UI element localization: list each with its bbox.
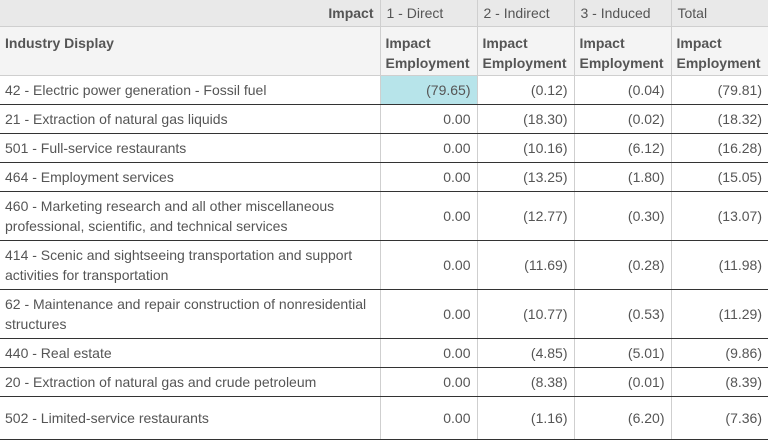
total-cell[interactable]: (11.29) [670,289,768,339]
direct-cell[interactable]: 0.00 [379,367,477,397]
table-row[interactable]: 414 - Scenic and sightseeing transportat… [0,240,768,290]
total-cell[interactable]: (13.07) [670,191,768,241]
indirect-cell[interactable]: (12.77) [476,191,574,241]
metric-line1: Impact [482,35,528,51]
table-row[interactable]: 501 - Full-service restaurants 0.00 (10.… [0,133,768,163]
table-row[interactable]: 21 - Extraction of natural gas liquids 0… [0,104,768,134]
column-header-total[interactable]: Total [671,0,768,27]
total-cell[interactable]: (79.81) [670,75,768,105]
table-row[interactable]: 440 - Real estate 0.00 (4.85) (5.01) (9.… [0,338,768,368]
direct-cell[interactable]: 0.00 [379,338,477,368]
total-cell[interactable]: (9.86) [670,338,768,368]
induced-cell[interactable]: (5.01) [573,338,671,368]
induced-cell[interactable]: (0.30) [573,191,671,241]
direct-cell[interactable]: 0.00 [379,191,477,241]
industry-cell: 464 - Employment services [0,162,380,192]
industry-cell: 414 - Scenic and sightseeing transportat… [0,240,380,290]
table-row[interactable]: 502 - Limited-service restaurants 0.00 (… [0,396,768,440]
total-cell[interactable]: (11.98) [670,240,768,290]
indirect-cell[interactable]: (10.16) [476,133,574,163]
total-cell[interactable]: (8.39) [670,367,768,397]
metric-line2: Employment [676,55,761,71]
indirect-cell[interactable]: (10.77) [476,289,574,339]
induced-cell[interactable]: (0.28) [573,240,671,290]
induced-cell[interactable]: (0.01) [573,367,671,397]
metric-header[interactable]: Impact Employment [477,26,575,76]
total-cell[interactable]: (18.32) [670,104,768,134]
induced-cell[interactable]: (6.20) [573,396,671,440]
direct-cell[interactable]: 0.00 [379,133,477,163]
industry-cell: 502 - Limited-service restaurants [0,396,380,440]
metric-header[interactable]: Impact Employment [671,26,768,76]
column-header-indirect[interactable]: 2 - Indirect [477,0,575,27]
metric-line1: Impact [579,35,625,51]
table-row[interactable]: 42 - Electric power generation - Fossil … [0,75,768,105]
total-cell[interactable]: (16.28) [670,133,768,163]
impact-group-label: Impact [0,0,381,27]
induced-cell[interactable]: (0.04) [573,75,671,105]
indirect-cell[interactable]: (18.30) [476,104,574,134]
direct-cell[interactable]: 0.00 [379,289,477,339]
metric-header-row: Industry Display Impact Employment Impact… [0,26,768,76]
metric-line2: Employment [385,55,470,71]
industry-cell: 21 - Extraction of natural gas liquids [0,104,380,134]
table-row[interactable]: 62 - Maintenance and repair construction… [0,289,768,339]
industry-cell: 440 - Real estate [0,338,380,368]
table-row[interactable]: 20 - Extraction of natural gas and crude… [0,367,768,397]
table-row[interactable]: 464 - Employment services 0.00 (13.25) (… [0,162,768,192]
induced-cell[interactable]: (1.80) [573,162,671,192]
metric-line1: Impact [676,35,722,51]
indirect-cell[interactable]: (0.12) [476,75,574,105]
indirect-cell[interactable]: (1.16) [476,396,574,440]
metric-line2: Employment [482,55,567,71]
induced-cell[interactable]: (0.53) [573,289,671,339]
industry-cell: 501 - Full-service restaurants [0,133,380,163]
direct-cell[interactable]: 0.00 [379,240,477,290]
metric-line2: Employment [579,55,664,71]
direct-cell[interactable]: 0.00 [379,162,477,192]
column-header-induced[interactable]: 3 - Induced [574,0,672,27]
column-header-industry[interactable]: Industry Display [0,26,381,76]
metric-line1: Impact [385,35,431,51]
column-header-direct[interactable]: 1 - Direct [380,0,478,27]
indirect-cell[interactable]: (13.25) [476,162,574,192]
industry-cell: 460 - Marketing research and all other m… [0,191,380,241]
impact-header-row: Impact 1 - Direct 2 - Indirect 3 - Induc… [0,0,768,27]
indirect-cell[interactable]: (8.38) [476,367,574,397]
industry-cell: 20 - Extraction of natural gas and crude… [0,367,380,397]
indirect-cell[interactable]: (11.69) [476,240,574,290]
induced-cell[interactable]: (0.02) [573,104,671,134]
metric-header[interactable]: Impact Employment [380,26,478,76]
direct-cell[interactable]: 0.00 [379,396,477,440]
industry-cell: 62 - Maintenance and repair construction… [0,289,380,339]
indirect-cell[interactable]: (4.85) [476,338,574,368]
industry-cell: 42 - Electric power generation - Fossil … [0,75,380,105]
table-row[interactable]: 460 - Marketing research and all other m… [0,191,768,241]
direct-cell[interactable]: 0.00 [379,104,477,134]
metric-header[interactable]: Impact Employment [574,26,672,76]
direct-cell-selected[interactable]: (79.65) [379,75,477,105]
induced-cell[interactable]: (6.12) [573,133,671,163]
total-cell[interactable]: (15.05) [670,162,768,192]
total-cell[interactable]: (7.36) [670,396,768,440]
